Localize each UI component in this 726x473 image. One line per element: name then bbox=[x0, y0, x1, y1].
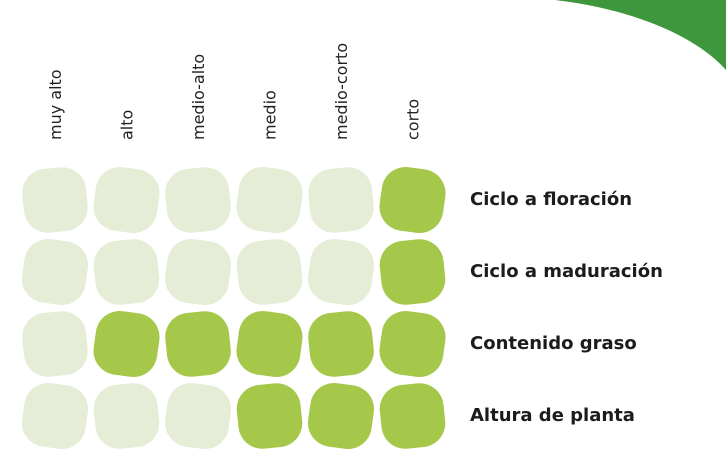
column-label: medio-corto bbox=[332, 43, 351, 140]
cell-blob bbox=[21, 238, 89, 306]
cell-blob bbox=[236, 383, 303, 449]
corner-shape bbox=[555, 0, 726, 70]
cell-blob bbox=[236, 310, 303, 378]
column-label: medio-alto bbox=[189, 54, 208, 140]
cell-blob bbox=[93, 310, 160, 378]
row-label: Altura de planta bbox=[470, 405, 635, 426]
cell-blob bbox=[379, 166, 446, 234]
cell-blob bbox=[308, 311, 374, 377]
cell-blob bbox=[93, 166, 160, 234]
cell-blob bbox=[308, 167, 374, 233]
cell-blob bbox=[165, 167, 231, 233]
column-label: alto bbox=[118, 110, 137, 140]
column-label: corto bbox=[404, 99, 423, 140]
cell-blob bbox=[379, 383, 446, 449]
column-label: muy alto bbox=[46, 69, 65, 140]
cell-blob bbox=[93, 239, 160, 305]
cell-blob bbox=[165, 311, 231, 377]
cell-blob bbox=[164, 238, 232, 306]
cell-blob bbox=[93, 383, 160, 449]
cell-blob bbox=[307, 382, 375, 450]
row-label: Ciclo a maduración bbox=[470, 261, 663, 282]
cell-blob bbox=[236, 166, 303, 234]
cell-blob bbox=[22, 167, 88, 233]
cell-blob bbox=[22, 311, 88, 377]
cell-blob bbox=[379, 239, 446, 305]
cell-blob bbox=[379, 310, 446, 378]
cell-blob bbox=[236, 239, 303, 305]
row-label: Ciclo a floración bbox=[470, 189, 632, 210]
column-label: medio bbox=[261, 90, 280, 140]
cell-blob bbox=[307, 238, 375, 306]
cell-blob bbox=[21, 382, 89, 450]
cell-blob bbox=[164, 382, 232, 450]
row-label: Contenido graso bbox=[470, 333, 637, 354]
